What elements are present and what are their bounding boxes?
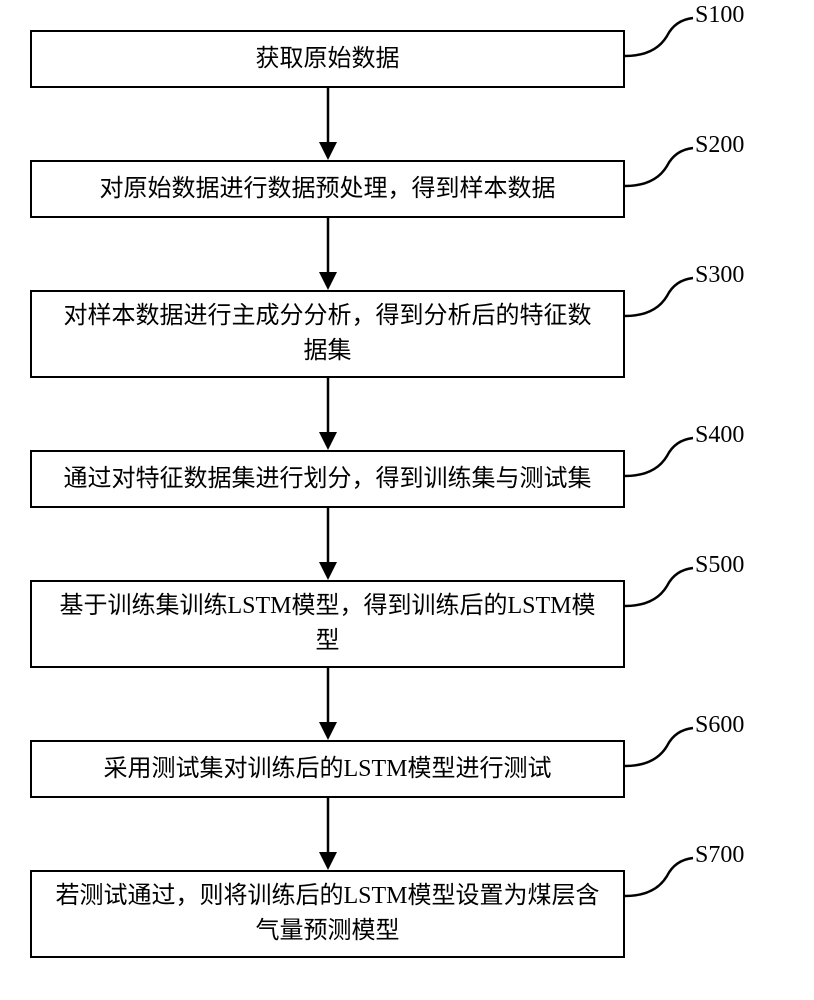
leader-curve: [625, 8, 695, 63]
step-box-s400: 通过对特征数据集进行划分，得到训练集与测试集: [30, 450, 625, 508]
step-text: 对原始数据进行数据预处理，得到样本数据: [100, 172, 556, 207]
arrow-icon: [318, 668, 338, 740]
step-text: 若测试通过，则将训练后的LSTM模型设置为煤层含气量预测模型: [52, 879, 603, 949]
step-text: 通过对特征数据集进行划分，得到训练集与测试集: [64, 462, 592, 497]
arrow-icon: [318, 508, 338, 580]
step-label-s100: S100: [695, 2, 744, 29]
step-text: 获取原始数据: [256, 42, 400, 77]
step-row: 对样本数据进行主成分分析，得到分析后的特征数据集 S300: [30, 290, 780, 378]
step-label-s400: S400: [695, 422, 744, 449]
step-row: 若测试通过，则将训练后的LSTM模型设置为煤层含气量预测模型 S700: [30, 870, 780, 958]
flowchart-container: 获取原始数据 S100 对原始数据进行数据预处理，得到样本数据 S200: [30, 30, 780, 958]
step-box-s600: 采用测试集对训练后的LSTM模型进行测试: [30, 740, 625, 798]
leader-curve: [625, 268, 695, 323]
leader-curve: [625, 138, 695, 193]
step-row: 采用测试集对训练后的LSTM模型进行测试 S600: [30, 740, 780, 798]
leader-curve: [625, 848, 695, 903]
arrow-wrap: [30, 508, 625, 580]
step-box-s700: 若测试通过，则将训练后的LSTM模型设置为煤层含气量预测模型: [30, 870, 625, 958]
leader-curve: [625, 558, 695, 613]
step-label-s200: S200: [695, 132, 744, 159]
arrow-icon: [318, 798, 338, 870]
step-text: 基于训练集训练LSTM模型，得到训练后的LSTM模型: [52, 589, 603, 659]
step-row: 基于训练集训练LSTM模型，得到训练后的LSTM模型 S500: [30, 580, 780, 668]
arrow-wrap: [30, 668, 625, 740]
step-text: 对样本数据进行主成分分析，得到分析后的特征数据集: [52, 299, 603, 369]
step-box-s500: 基于训练集训练LSTM模型，得到训练后的LSTM模型: [30, 580, 625, 668]
step-box-s100: 获取原始数据: [30, 30, 625, 88]
step-row: 对原始数据进行数据预处理，得到样本数据 S200: [30, 160, 780, 218]
step-label-s500: S500: [695, 552, 744, 579]
step-box-s300: 对样本数据进行主成分分析，得到分析后的特征数据集: [30, 290, 625, 378]
arrow-icon: [318, 378, 338, 450]
arrow-wrap: [30, 88, 625, 160]
arrow-icon: [318, 218, 338, 290]
leader-curve: [625, 718, 695, 773]
leader-curve: [625, 428, 695, 483]
step-label-s700: S700: [695, 842, 744, 869]
arrow-wrap: [30, 798, 625, 870]
arrow-wrap: [30, 378, 625, 450]
step-row: 通过对特征数据集进行划分，得到训练集与测试集 S400: [30, 450, 780, 508]
step-label-s300: S300: [695, 262, 744, 289]
arrow-wrap: [30, 218, 625, 290]
step-box-s200: 对原始数据进行数据预处理，得到样本数据: [30, 160, 625, 218]
arrow-icon: [318, 88, 338, 160]
step-row: 获取原始数据 S100: [30, 30, 780, 88]
step-label-s600: S600: [695, 712, 744, 739]
step-text: 采用测试集对训练后的LSTM模型进行测试: [103, 752, 551, 787]
